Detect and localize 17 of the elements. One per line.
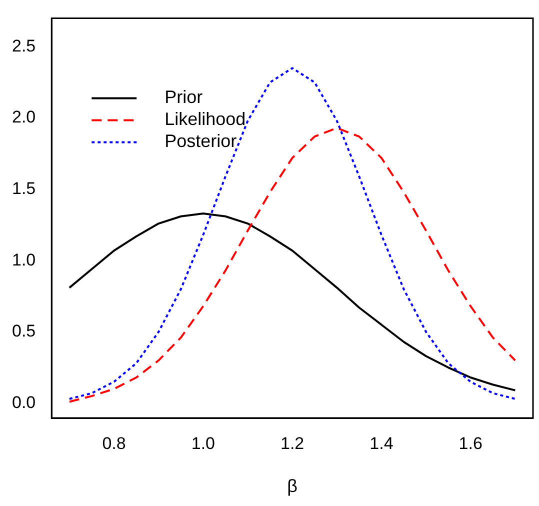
x-tick-label: 1.2	[280, 434, 304, 453]
x-tick-label: 1.0	[191, 434, 215, 453]
y-tick-label: 2.0	[12, 108, 36, 127]
legend-label: Posterior	[164, 131, 237, 152]
y-tick-label: 2.5	[12, 36, 36, 56]
x-tick-label: 0.8	[102, 434, 126, 453]
legend-label: Likelihood	[164, 109, 246, 130]
line-series	[68, 67, 516, 400]
y-tick-label: 0.0	[12, 392, 36, 412]
legend-label: Prior	[164, 87, 203, 108]
x-tick-label: 1.4	[370, 434, 394, 453]
x-tick-label: 1.6	[458, 434, 482, 453]
line-series	[68, 126, 516, 403]
y-tick-label: 1.0	[12, 250, 36, 270]
x-axis-title: β	[287, 476, 298, 496]
y-tick-label: 0.5	[12, 322, 36, 341]
y-tick-label: 1.5	[12, 178, 36, 198]
